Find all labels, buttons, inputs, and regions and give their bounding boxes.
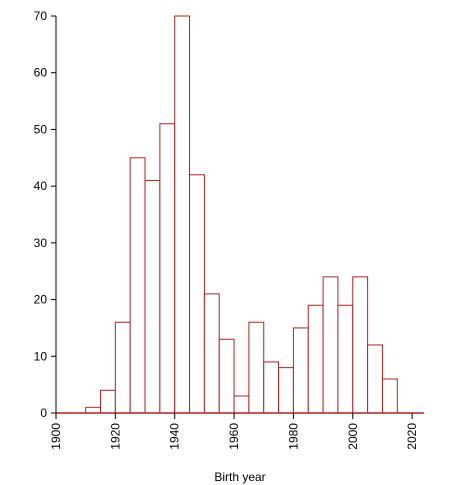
histogram-bar — [381, 378, 398, 414]
histogram-bar — [322, 276, 339, 414]
y-tick-label: 60 — [34, 66, 48, 80]
y-tick-label: 20 — [34, 293, 48, 307]
histogram-bar — [129, 157, 146, 414]
x-tick-label: 1960 — [227, 423, 241, 450]
x-tick-label: 1920 — [108, 423, 122, 450]
x-axis: 1900 1920 1940 1960 1980 2000 2020 — [49, 412, 424, 450]
histogram-bar — [337, 304, 354, 414]
histogram-bar — [307, 304, 324, 414]
histogram-bar — [233, 395, 250, 414]
bars-group — [85, 15, 398, 414]
y-tick-label: 30 — [34, 236, 48, 250]
y-tick-label: 0 — [40, 406, 47, 420]
x-tick-label: 1900 — [49, 423, 63, 450]
histogram-bar — [114, 321, 131, 414]
histogram-bar — [278, 367, 294, 414]
histogram-bar — [203, 293, 220, 414]
histogram-bar — [189, 174, 205, 414]
histogram-bar — [352, 276, 369, 414]
x-tick-label: 1980 — [286, 423, 300, 450]
histogram-bar — [248, 321, 265, 414]
y-tick-label: 70 — [34, 9, 48, 23]
histogram-bar — [174, 15, 191, 414]
histogram-bar — [263, 361, 280, 414]
x-tick-label: 2000 — [346, 423, 360, 450]
x-axis-title: Birth year — [214, 470, 265, 484]
histogram-bar — [218, 338, 235, 414]
histogram-bar — [367, 344, 383, 414]
histogram-bar — [144, 179, 161, 414]
x-tick-label: 2020 — [405, 423, 419, 450]
histogram-bar — [85, 406, 102, 414]
histogram-bar — [100, 389, 116, 414]
y-tick-label: 10 — [34, 349, 48, 363]
y-axis: 0 10 20 30 40 50 60 70 — [34, 9, 57, 420]
x-tick-label: 1940 — [168, 423, 182, 450]
y-tick-label: 40 — [34, 179, 48, 193]
y-tick-label: 50 — [34, 122, 48, 136]
histogram-bar — [292, 327, 309, 414]
histogram-bar — [159, 123, 176, 414]
